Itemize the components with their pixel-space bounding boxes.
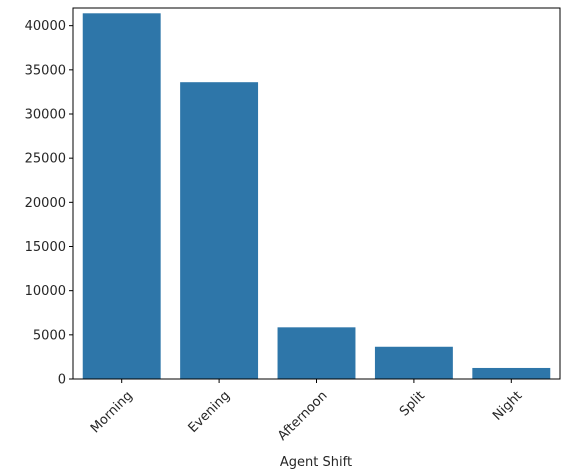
x-tick-label: Night [490,388,525,423]
y-tick-label: 30000 [25,108,66,123]
bar-evening [180,82,259,379]
x-axis-title: Agent Shift [280,455,352,470]
x-tick-label: Morning [88,388,136,436]
y-tick-label: 40000 [25,19,66,34]
bar-afternoon [277,327,356,379]
y-tick-label: 25000 [25,152,66,167]
bar-split [374,346,453,379]
bars-group [82,13,551,380]
y-tick-label: 0 [58,373,66,388]
y-axis: 0 5000 10000 15000 20000 25000 30000 35000 40000 [25,19,73,388]
plot-frame [72,7,561,380]
bar-morning [82,13,161,380]
y-tick-label: 20000 [25,196,66,211]
y-tick-label: 15000 [25,240,66,255]
x-tick-label: Split [397,388,428,419]
y-tick-label: 5000 [33,328,66,343]
x-tick-label: Evening [186,388,234,436]
bar-night [472,367,551,379]
x-tick-label: Afternoon [275,388,330,443]
y-tick-label: 10000 [25,284,66,299]
y-tick-label: 35000 [25,63,66,78]
x-axis: Morning Evening Afternoon Split Night [88,379,525,444]
